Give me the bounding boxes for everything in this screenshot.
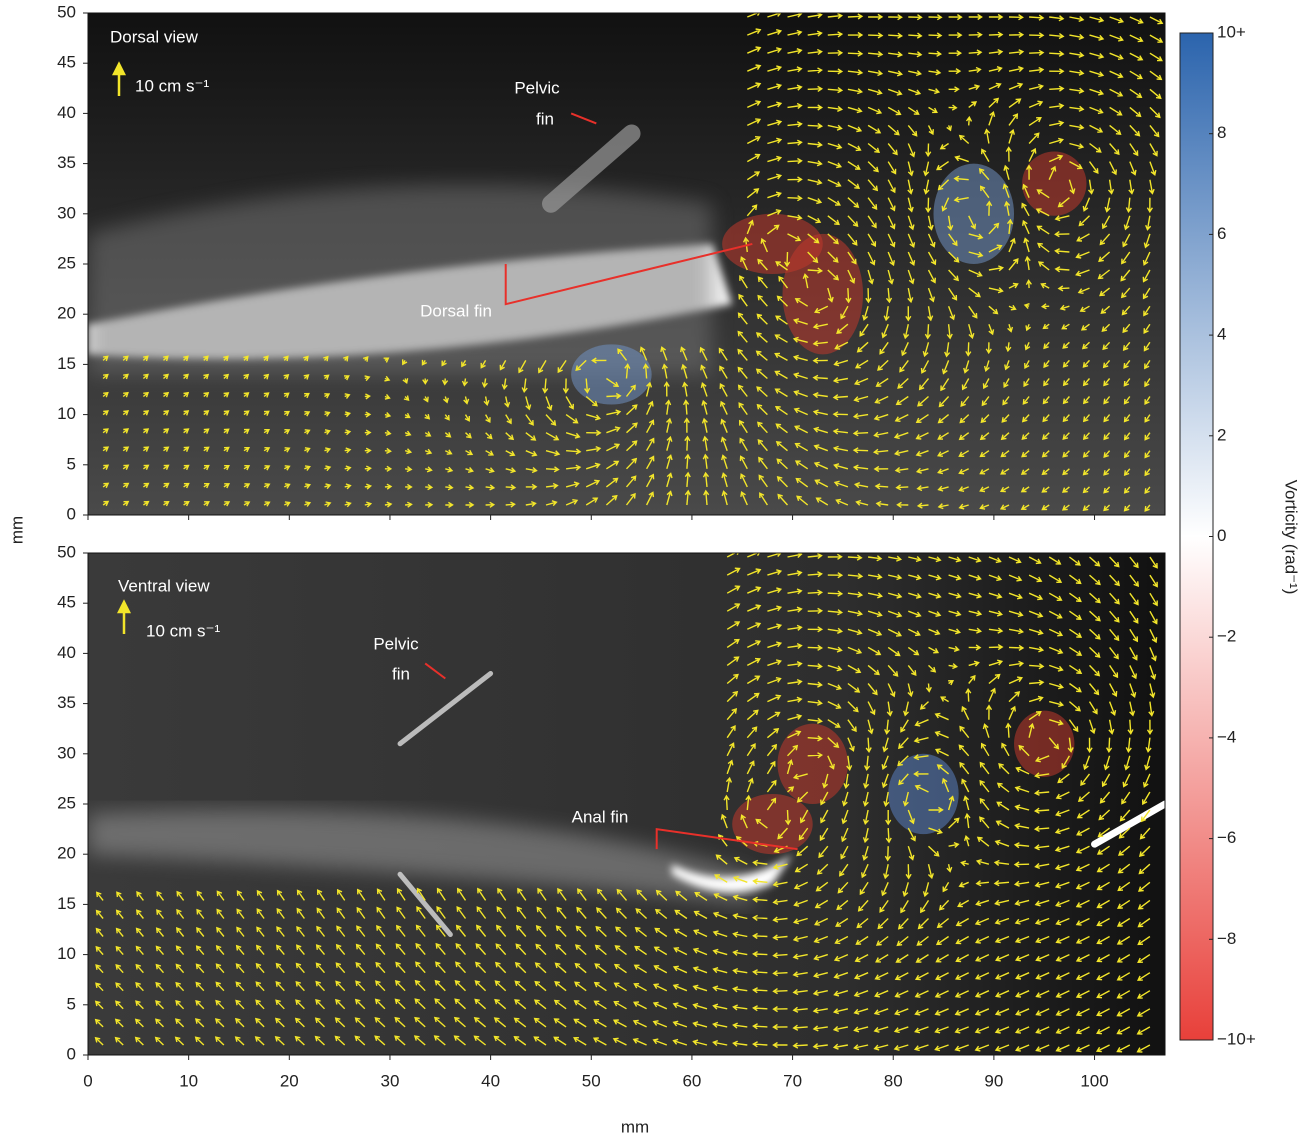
- x-tick-label: 40: [481, 1071, 500, 1090]
- y-tick-label: 45: [57, 53, 76, 72]
- colorbar-tick-label: 4: [1217, 325, 1226, 344]
- y-tick-label: 30: [57, 203, 76, 222]
- x-tick-label: 90: [984, 1071, 1003, 1090]
- x-tick-label: 50: [582, 1071, 601, 1090]
- annotation: Anal fin: [572, 807, 629, 826]
- y-tick-label: 5: [67, 994, 76, 1013]
- colorbar-tick-label: 6: [1217, 224, 1226, 243]
- scale-label: 10 cm s⁻¹: [135, 76, 209, 95]
- colorbar-tick-label: 0: [1217, 526, 1226, 545]
- x-tick-label: 60: [682, 1071, 701, 1090]
- colorbar-tick-label: −6: [1217, 828, 1236, 847]
- y-tick-label: 10: [57, 404, 76, 423]
- panel-title: Dorsal view: [110, 27, 199, 46]
- y-tick-label: 40: [57, 103, 76, 122]
- panel-title: Ventral view: [118, 576, 210, 595]
- figure: Dorsal view 10 cm s⁻¹ Pelvic fin Dorsal fin 0…: [0, 0, 1304, 1139]
- annotation: Dorsal fin: [420, 301, 492, 320]
- vortex: [783, 234, 864, 354]
- colorbar-tick-label: 8: [1217, 123, 1226, 142]
- x-tick-label: 80: [884, 1071, 903, 1090]
- panel-image: [88, 550, 1165, 1055]
- y-tick-label: 35: [57, 153, 76, 172]
- annotation: fin: [392, 664, 410, 683]
- vortex: [933, 164, 1014, 264]
- y-tick-label: 5: [67, 454, 76, 473]
- y-tick-label: 25: [57, 793, 76, 812]
- y-tick-label: 20: [57, 844, 76, 863]
- scale-label: 10 cm s⁻¹: [146, 621, 220, 640]
- x-tick-label: 70: [783, 1071, 802, 1090]
- vortex: [571, 344, 652, 404]
- panel-image: [88, 11, 1165, 515]
- colorbar-label: Vorticity (rad⁻¹): [1282, 480, 1301, 595]
- vortex: [1022, 152, 1086, 216]
- x-tick-label: 0: [83, 1071, 92, 1090]
- colorbar: [1180, 33, 1213, 1040]
- colorbar-tick-label: −4: [1217, 727, 1236, 746]
- y-axis-label: mm: [7, 516, 26, 544]
- y-tick-label: 15: [57, 894, 76, 913]
- colorbar-tick-label: 10+: [1217, 22, 1246, 41]
- colorbar-tick-label: −8: [1217, 929, 1236, 948]
- y-tick-label: 0: [67, 1044, 76, 1063]
- y-tick-label: 10: [57, 944, 76, 963]
- y-tick-label: 50: [57, 2, 76, 21]
- x-tick-label: 30: [381, 1071, 400, 1090]
- y-tick-label: 50: [57, 542, 76, 561]
- y-tick-label: 40: [57, 643, 76, 662]
- annotation: Pelvic: [514, 78, 560, 97]
- x-tick-label: 100: [1080, 1071, 1108, 1090]
- y-tick-label: 35: [57, 693, 76, 712]
- colorbar-tick-label: 2: [1217, 425, 1226, 444]
- y-tick-label: 15: [57, 354, 76, 373]
- y-tick-label: 45: [57, 593, 76, 612]
- y-tick-label: 20: [57, 304, 76, 323]
- colorbar-tick-label: −2: [1217, 627, 1236, 646]
- x-axis-label: mm: [621, 1117, 649, 1136]
- x-tick-label: 10: [179, 1071, 198, 1090]
- y-tick-label: 0: [67, 504, 76, 523]
- y-tick-label: 25: [57, 253, 76, 272]
- annotation: fin: [536, 109, 554, 128]
- colorbar-tick-label: −10+: [1217, 1029, 1256, 1048]
- annotation: Pelvic: [373, 634, 419, 653]
- background: [88, 553, 1165, 1055]
- x-tick-label: 20: [280, 1071, 299, 1090]
- y-tick-label: 30: [57, 743, 76, 762]
